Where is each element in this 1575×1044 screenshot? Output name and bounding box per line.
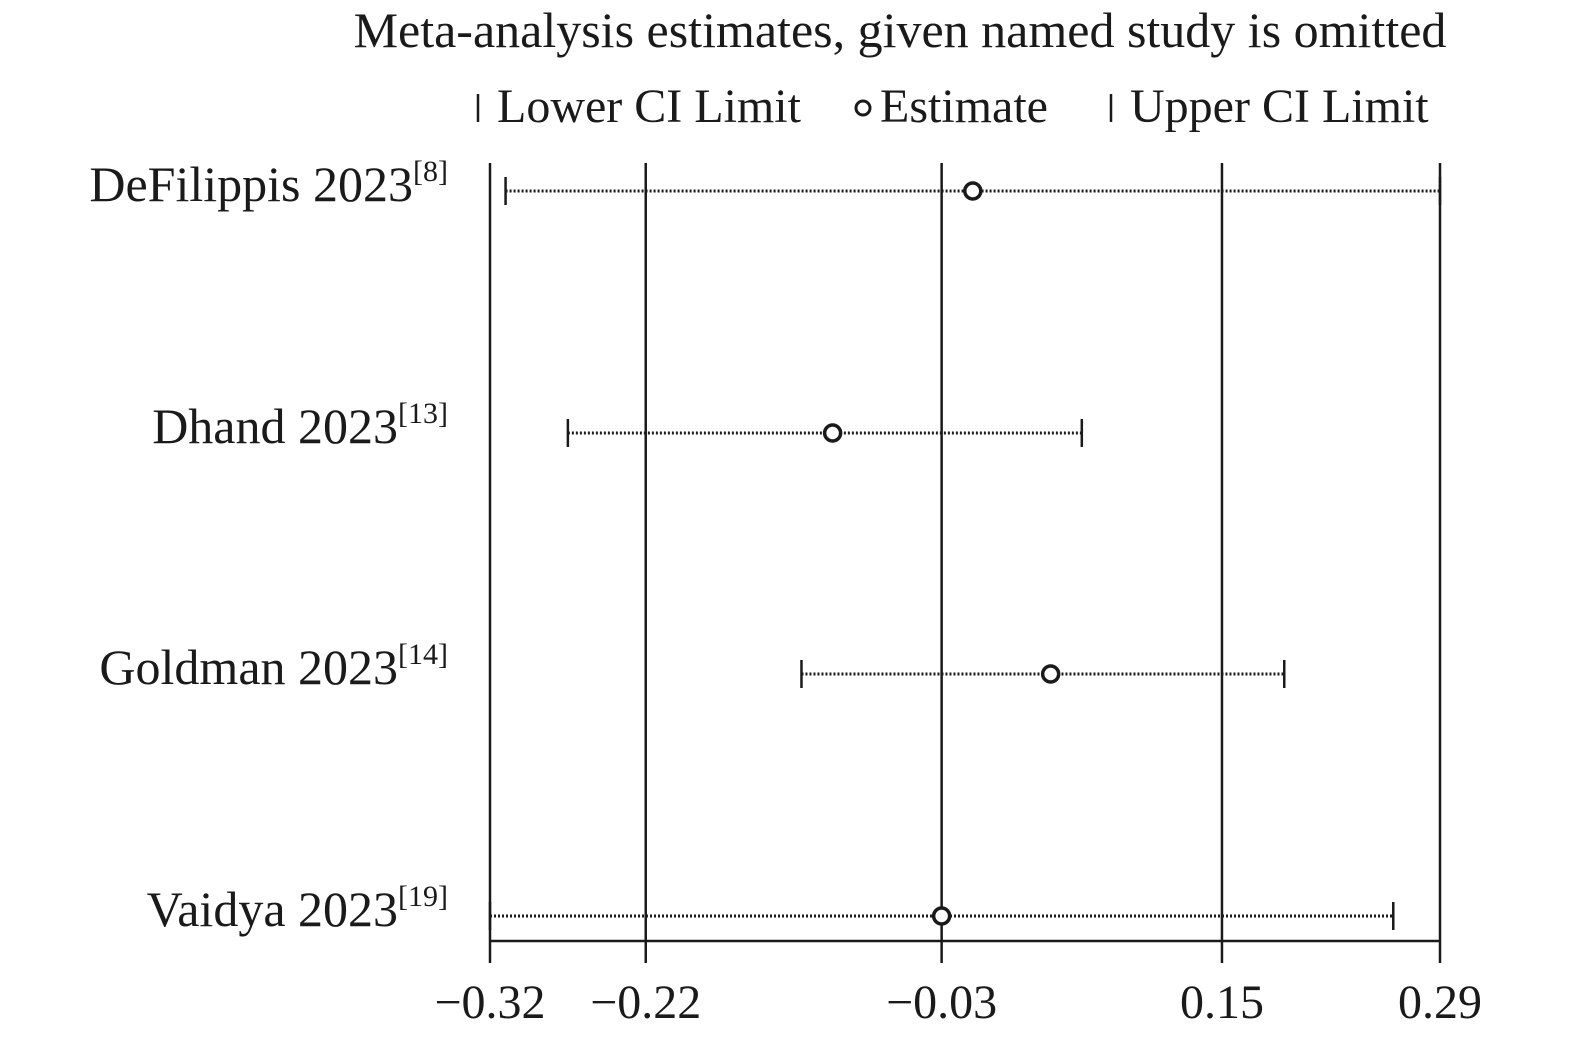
chart-title: Meta-analysis estimates, given named stu…	[354, 2, 1447, 58]
gridlines	[488, 163, 1442, 941]
study-row-0: DeFilippis 2023[8]	[89, 155, 1442, 212]
x-tick-label-1: −0.22	[590, 976, 701, 1029]
legend-estimate-icon	[854, 99, 872, 117]
x-tick-label-2: −0.03	[886, 976, 997, 1029]
estimate-point-3	[931, 906, 952, 926]
x-axis: −0.32 −0.22 −0.03 0.15 0.29	[434, 939, 1482, 1029]
study-label-1: Dhand 2023[13]	[152, 397, 448, 454]
study-rows: DeFilippis 2023[8] Dhand 2023[13] Goldman …	[89, 155, 1442, 937]
study-label-2: Goldman 2023[14]	[99, 638, 448, 695]
x-tick-label-4: 0.29	[1398, 976, 1482, 1029]
study-label-0: DeFilippis 2023[8]	[89, 155, 448, 212]
study-row-3: Vaidya 2023[19]	[147, 880, 1395, 937]
estimate-point-0	[963, 181, 983, 201]
legend-estimate-label: Estimate	[880, 80, 1048, 133]
estimate-point-2	[1040, 664, 1061, 684]
study-row-1: Dhand 2023[13]	[152, 397, 1084, 454]
legend-upper-ci-label: Upper CI Limit	[1130, 80, 1429, 133]
estimate-point-1	[822, 423, 843, 443]
study-label-3: Vaidya 2023[19]	[147, 880, 448, 937]
x-tick-label-3: 0.15	[1180, 976, 1264, 1029]
study-row-2: Goldman 2023[14]	[99, 638, 1286, 695]
legend: Lower CI Limit Estimate Upper CI Limit	[476, 80, 1429, 133]
legend-lower-ci-label: Lower CI Limit	[497, 80, 802, 133]
x-tick-label-0: −0.32	[434, 976, 545, 1029]
